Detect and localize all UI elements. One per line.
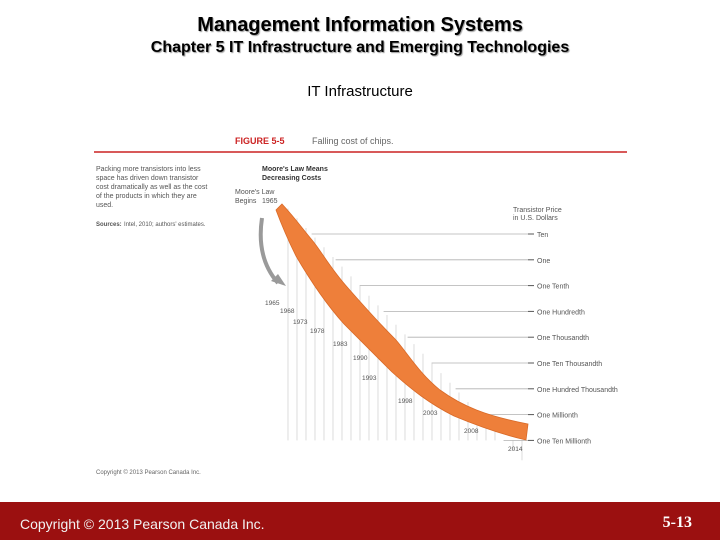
description-line: space has driven down transistor: [96, 175, 199, 182]
year-label: 2008: [464, 428, 479, 435]
year-label: 1998: [398, 398, 413, 405]
description-line: used.: [96, 202, 113, 209]
page-number: 5-13: [662, 514, 692, 531]
begin-year: 1965: [262, 198, 278, 205]
axis-title-line: in U.S. Dollars: [513, 215, 558, 222]
year-label: 2003: [423, 410, 438, 417]
price-labels: Ten One One Tenth One Hundredth One Thousand…: [537, 232, 618, 445]
price-guide-lines: [287, 208, 534, 461]
figure-caption: Falling cost of chips.: [312, 136, 394, 146]
price-label: One Hundred Thousandth: [537, 387, 618, 394]
description-line: Packing more transistors into less: [96, 166, 201, 173]
year-label: 1990: [353, 355, 368, 362]
price-label: One: [537, 258, 550, 265]
price-label: One Millionth: [537, 413, 578, 420]
price-label: One Ten Millionth: [537, 438, 591, 445]
price-label: One Ten Thousandth: [537, 361, 602, 368]
price-label: One Tenth: [537, 284, 569, 291]
figure-svg: FIGURE 5-5 Falling cost of chips. Packin…: [94, 136, 627, 476]
description-line: of the products in which they are: [96, 193, 197, 200]
year-label: 1978: [310, 328, 325, 335]
begin-label-line: Begins: [235, 198, 257, 205]
year-label: 1993: [362, 375, 377, 382]
figure-description: Packing more transistors into less space…: [96, 166, 207, 209]
curved-arrow-icon: [258, 217, 280, 285]
year-label: 1973: [293, 319, 308, 326]
sources-text: Intel, 2010; authors' estimates.: [124, 222, 206, 228]
price-label: Ten: [537, 232, 548, 239]
figure-label: FIGURE 5-5: [235, 136, 285, 146]
figure-falling-cost-of-chips: FIGURE 5-5 Falling cost of chips. Packin…: [90, 128, 630, 480]
cost-band: [275, 203, 529, 441]
band-title-line: Moore's Law Means: [262, 166, 328, 173]
band-title-line: Decreasing Costs: [262, 175, 321, 182]
slide-heading: IT Infrastructure: [307, 83, 413, 100]
arrow-head-icon: [271, 274, 286, 286]
sources-label: Sources:: [96, 222, 122, 228]
price-label: One Hundredth: [537, 309, 585, 316]
year-label: 1983: [333, 341, 348, 348]
footer-copyright: Copyright © 2013 Pearson Canada Inc.: [20, 516, 265, 532]
figure-copyright: Copyright © 2013 Pearson Canada Inc.: [96, 469, 201, 476]
begin-label-line: Moore's Law: [235, 189, 275, 196]
description-line: cost dramatically as well as the cost: [96, 184, 207, 191]
slide-title: Management Information Systems: [197, 14, 523, 36]
footer-bar: [0, 502, 720, 540]
price-label: One Thousandth: [537, 335, 589, 342]
year-label: 1968: [280, 308, 295, 315]
year-label: 1965: [265, 300, 280, 307]
year-label: 2014: [508, 446, 523, 453]
axis-title-line: Transistor Price: [513, 207, 562, 214]
slide-subtitle: Chapter 5 IT Infrastructure and Emerging…: [150, 39, 570, 56]
